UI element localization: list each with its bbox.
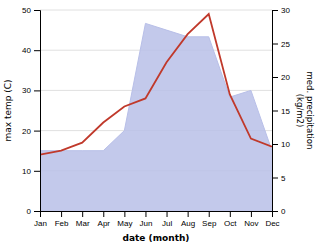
tick: 30 [272,6,290,15]
tick-mark [230,211,231,217]
tick-label: Oct [224,219,237,228]
grid-line [40,10,272,11]
tick-label: 15 [281,107,290,116]
tick: Nov [244,211,258,228]
tick-mark [145,211,146,217]
x-axis-title: date (month) [123,233,190,243]
tick-mark [209,211,210,217]
tick-mark [34,211,40,212]
tick: 10 [22,167,40,176]
tick-label: 0 [27,207,32,216]
tick-mark [272,10,278,11]
tick-label: 40 [22,46,31,55]
tick-label: 10 [281,140,290,149]
tick-mark [103,211,104,217]
tick-label: Jun [140,219,153,228]
tick-label: May [117,219,132,228]
area [40,23,272,211]
tick-mark [34,131,40,132]
tick-label: Sep [202,219,217,228]
grid [40,10,272,211]
tick-label: 0 [281,207,286,216]
y2-axis-title: med. precipitation(kg/m2) [295,72,315,150]
tick-label: Feb [55,219,69,228]
tick: 20 [22,127,40,136]
marks [40,14,272,211]
tick: Jan [34,211,47,228]
tick-label: Mar [76,219,90,228]
y-axis: 0 10 20 30 40 50 [22,6,40,216]
tick: Aug [181,211,195,228]
tick-label: Nov [244,219,258,228]
tick: 0 [272,207,286,216]
tick-mark [34,171,40,172]
tick: 30 [22,86,40,95]
y2-axis: 0 5 10 15 20 25 30 [272,6,290,216]
tick-label: 5 [281,174,286,183]
tick: 40 [22,46,40,55]
y2-axis-title-line: med. precipitation [305,72,315,150]
tick-mark [188,211,189,217]
tick-label: Dec [265,219,279,228]
tick: May [117,211,132,228]
tick-mark [34,50,40,51]
tick-label: 50 [22,6,31,15]
tick: Feb [55,211,69,228]
tick: Oct [224,211,237,228]
tick-label: 20 [281,73,290,82]
plot-area: JanFebMarAprMayJunJulAugSepOctNovDec0102… [22,6,290,228]
line [40,14,272,155]
tick-label: Jan [34,219,47,228]
x-axis: Jan Feb Mar Apr May Jun Jul Aug Sep Oct Nov Dec [34,211,280,228]
tick: Apr [98,211,111,228]
axis-line [273,11,279,212]
y-axis-title: max temp (C) [3,79,13,141]
chart: JanFebMarAprMayJunJulAugSepOctNovDec0102… [0,0,318,247]
tick-label: 25 [281,40,290,49]
tick-mark [34,90,40,91]
tick-mark [124,211,125,217]
tick: Jul [162,211,172,228]
tick-label: 20 [22,127,31,136]
tick: 20 [272,73,290,82]
tick: 5 [272,174,286,183]
tick: 15 [272,107,290,116]
tick: Jun [140,211,153,228]
tick: 0 [27,207,40,216]
tick-label: Apr [98,219,111,228]
tick-label: 30 [281,6,290,15]
tick: 50 [22,6,40,15]
tick-mark [82,211,83,217]
tick-mark [272,144,278,145]
tick-mark [272,77,278,78]
tick: 10 [272,140,290,149]
area-line [40,23,272,150]
tick: Sep [202,211,217,228]
tick: Dec [265,211,279,228]
axis-line [41,212,273,218]
tick-mark [272,178,278,179]
tick-mark [272,111,278,112]
tick-mark [272,44,278,45]
tick-mark [272,211,278,212]
axis-line [34,11,41,212]
tick-mark [34,10,40,11]
tick-label: Jul [162,219,172,228]
tick-label: 10 [22,167,31,176]
tick-mark [61,211,62,217]
tick: Mar [76,211,90,228]
tick: 25 [272,40,290,49]
tick-label: Aug [181,219,195,228]
tick-mark [167,211,168,217]
tick-mark [251,211,252,217]
y2-axis-title-line: (kg/m2) [295,94,305,128]
tick-label: 30 [22,86,31,95]
